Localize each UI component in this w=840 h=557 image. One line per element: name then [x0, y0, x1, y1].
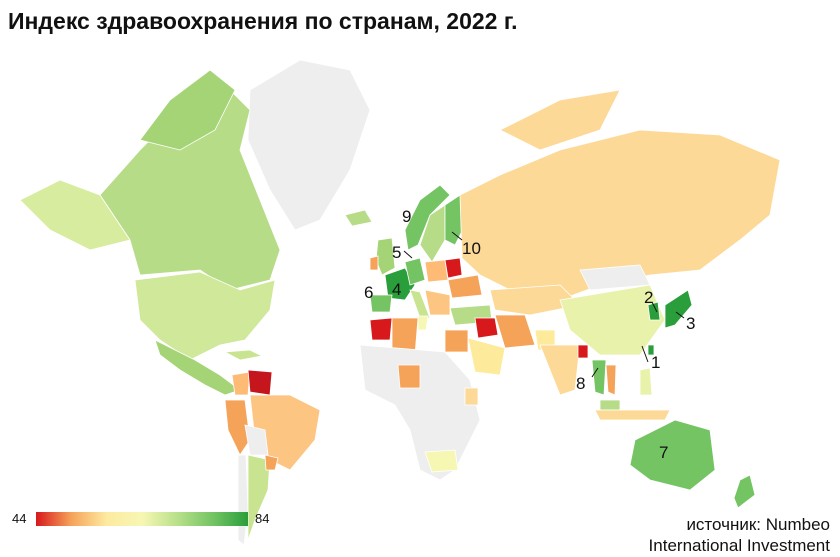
region-ireland	[369, 255, 379, 271]
region-cuba	[223, 349, 264, 361]
source-note: источник: Numbeo International Investmen…	[649, 514, 830, 556]
region-paraguay	[264, 454, 279, 471]
rank-label-2: 2	[644, 288, 653, 307]
region-colombia	[231, 371, 251, 396]
region-south-africa	[424, 449, 459, 473]
region-egypt	[444, 329, 469, 353]
legend-max-label: 84	[255, 511, 270, 526]
rank-label-4: 4	[392, 280, 401, 299]
region-italy	[409, 289, 431, 319]
region-iceland	[344, 209, 373, 227]
region-kenya	[464, 387, 479, 406]
region-india	[539, 344, 581, 396]
rank-label-8: 8	[576, 374, 585, 393]
region-nigeria	[397, 364, 421, 389]
region-germany	[404, 257, 426, 286]
region-indonesia	[594, 409, 671, 421]
region-norway	[404, 184, 451, 251]
region-saudi	[467, 337, 506, 376]
region-poland	[424, 259, 449, 283]
rank-label-3: 3	[686, 314, 695, 333]
rank-label-10: 10	[462, 239, 481, 258]
region-africa	[359, 344, 481, 481]
region-china	[559, 284, 666, 356]
region-bangladesh	[577, 344, 589, 359]
region-thailand	[591, 359, 607, 396]
rank-label-6: 6	[364, 283, 373, 302]
region-russia	[459, 129, 781, 301]
region-kazakhstan	[489, 284, 581, 316]
region-ukraine	[447, 274, 483, 299]
region-alaska	[19, 179, 131, 251]
rank-label-1: 1	[651, 353, 660, 372]
source-line-2: International Investment	[648, 536, 830, 555]
region-morocco	[369, 317, 393, 341]
region-mexico	[154, 339, 241, 396]
region-tunisia	[417, 315, 429, 331]
map-title: Индекс здравоохранения по странам, 2022 …	[8, 8, 518, 34]
region-korea	[647, 301, 661, 321]
region-japan	[664, 289, 693, 329]
source-line-1: источник: Numbeo	[686, 515, 830, 534]
region-balkans	[424, 289, 451, 316]
legend-min-label: 44	[12, 511, 27, 526]
region-iran	[494, 314, 536, 349]
region-new-zealand	[733, 474, 756, 509]
region-greenland	[247, 59, 371, 231]
rank-label-7: 7	[659, 443, 668, 462]
region-vietnam	[605, 364, 617, 396]
region-australia	[629, 419, 716, 491]
region-peru	[224, 399, 251, 456]
region-malaysia	[599, 399, 621, 411]
legend-color-scale	[36, 512, 248, 526]
region-usa	[134, 271, 276, 361]
region-france	[384, 267, 416, 301]
rank-label-9: 9	[402, 207, 411, 226]
region-canada-islands	[139, 69, 236, 151]
region-venezuela	[247, 369, 273, 396]
region-russia-north	[499, 89, 621, 151]
region-spain	[369, 294, 393, 313]
region-chile	[237, 454, 249, 546]
rank-label-5: 5	[392, 243, 401, 262]
region-philippines	[639, 367, 653, 396]
region-taiwan	[647, 344, 655, 356]
region-bolivia	[244, 424, 269, 456]
region-mongolia	[579, 264, 651, 291]
region-belarus	[444, 257, 463, 279]
region-iraq	[474, 317, 499, 339]
